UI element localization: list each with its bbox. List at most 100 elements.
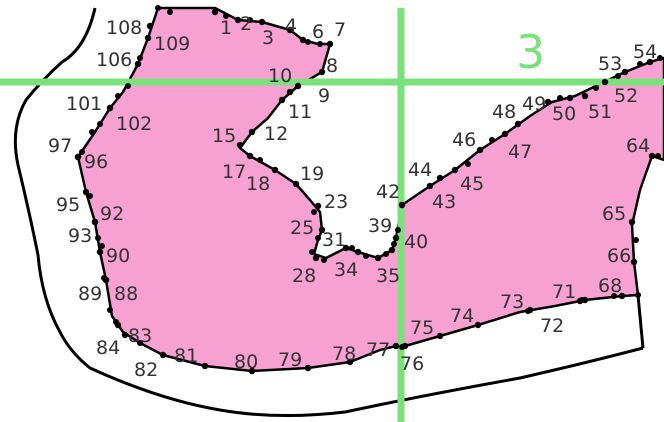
vertex-label-97: 97 [48, 135, 72, 157]
vertex-label-45: 45 [460, 173, 484, 195]
boundary-dot [317, 41, 323, 47]
vertex-label-51: 51 [588, 101, 612, 123]
vertex-dot-44 [436, 174, 444, 182]
boundary-dot [383, 251, 389, 257]
vertex-dot-68 [618, 292, 626, 300]
vertex-dot-8 [318, 68, 326, 76]
vertex-dot-4 [286, 26, 294, 34]
vertex-label-28: 28 [292, 265, 316, 287]
vertex-label-44: 44 [408, 159, 432, 181]
vertex-label-11: 11 [288, 101, 312, 123]
vertex-dot-77 [392, 342, 400, 350]
vertex-dot-47 [501, 130, 509, 138]
vertex-dot-89 [102, 276, 110, 284]
vertex-label-48: 48 [492, 101, 516, 123]
boundary-dot [593, 85, 599, 91]
vertex-dot-19 [292, 180, 300, 188]
vertex-dot-7 [326, 40, 334, 48]
vertex-label-74: 74 [450, 305, 474, 327]
vertex-dot-72 [576, 297, 584, 305]
boundary-dot [223, 13, 229, 19]
vertex-label-79: 79 [278, 349, 302, 371]
vertex-dot-95 [82, 188, 90, 196]
boundary-dot [115, 93, 121, 99]
boundary-dot [311, 209, 317, 215]
vertex-label-8: 8 [326, 55, 338, 77]
vertex-label-95: 95 [56, 194, 80, 216]
vertex-label-39: 39 [368, 215, 392, 237]
boundary-dot [321, 257, 327, 263]
right-boundary-segment [636, 294, 645, 349]
vertex-dot-75 [436, 332, 444, 340]
vertex-label-34: 34 [334, 259, 358, 281]
vertex-label-109: 109 [154, 33, 190, 55]
vertex-label-10: 10 [268, 65, 292, 87]
vertex-dot-64 [648, 152, 656, 160]
vertex-label-89: 89 [78, 283, 102, 305]
vertex-label-81: 81 [174, 345, 198, 367]
boundary-dot [125, 83, 131, 89]
vertex-label-75: 75 [410, 317, 434, 339]
vertex-dot-40 [392, 234, 400, 242]
vertex-dot-43 [426, 182, 434, 190]
vertex-dot-66 [630, 258, 638, 266]
vertex-label-106: 106 [96, 49, 132, 71]
vertex-dot-108 [146, 22, 154, 30]
vertex-label-23: 23 [324, 191, 348, 213]
vertex-label-83: 83 [128, 325, 152, 347]
vertex-dot-39 [388, 246, 396, 254]
boundary-dot [137, 340, 143, 346]
boundary-dot [655, 153, 661, 159]
vertex-dot-15 [236, 141, 244, 149]
boundary-dot [309, 249, 315, 255]
vertex-dot-74 [474, 321, 482, 329]
vertex-label-82: 82 [134, 359, 158, 381]
vertex-dots [74, 5, 663, 375]
vertex-dot-31 [342, 244, 350, 252]
vertex-label-46: 46 [452, 129, 476, 151]
vertex-dot-82 [159, 351, 167, 359]
vertex-label-19: 19 [300, 163, 324, 185]
vertex-label-18: 18 [246, 173, 270, 195]
boundary-dot [349, 245, 355, 251]
vertex-label-1: 1 [220, 17, 232, 39]
vertex-dot-46 [476, 146, 484, 154]
boundary-dot [79, 149, 85, 155]
vertex-label-72: 72 [540, 315, 564, 337]
vertex-label-47: 47 [508, 141, 532, 163]
boundary-dot [557, 95, 563, 101]
boundary-dot [633, 237, 639, 243]
vertex-label-17: 17 [222, 161, 246, 183]
vertex-label-40: 40 [404, 231, 428, 253]
boundary-dot [637, 61, 643, 67]
vertex-dot-35 [374, 254, 382, 262]
vertex-label-68: 68 [598, 275, 622, 297]
boundary-dot [107, 307, 113, 313]
vertex-dot-71 [581, 296, 589, 304]
vertex-dot-45 [451, 166, 459, 174]
vertex-dot-11 [278, 96, 286, 104]
boundary-dot [635, 292, 641, 298]
boundary-dot [97, 121, 103, 127]
vertex-dot-18 [271, 166, 279, 174]
vertex-label-6: 6 [312, 21, 324, 43]
vertex-dot-12 [248, 128, 256, 136]
vertex-label-42: 42 [376, 181, 400, 203]
boundary-dot [657, 55, 663, 61]
vertex-label-9: 9 [318, 85, 330, 107]
boundary-dot [155, 5, 161, 11]
vertex-dot-109 [144, 34, 152, 42]
vertex-label-43: 43 [432, 191, 456, 213]
vertex-label-54: 54 [633, 41, 657, 63]
vertex-label-73: 73 [500, 291, 524, 313]
vertex-dot-48 [514, 120, 522, 128]
vertex-label-96: 96 [84, 151, 108, 173]
vertex-label-80: 80 [234, 351, 258, 373]
vertex-dot-10 [286, 88, 294, 96]
boundary-dot [305, 39, 311, 45]
vertex-dot-81 [201, 362, 209, 370]
vertex-dot-49 [544, 98, 552, 106]
vertex-dot-51 [581, 92, 589, 100]
